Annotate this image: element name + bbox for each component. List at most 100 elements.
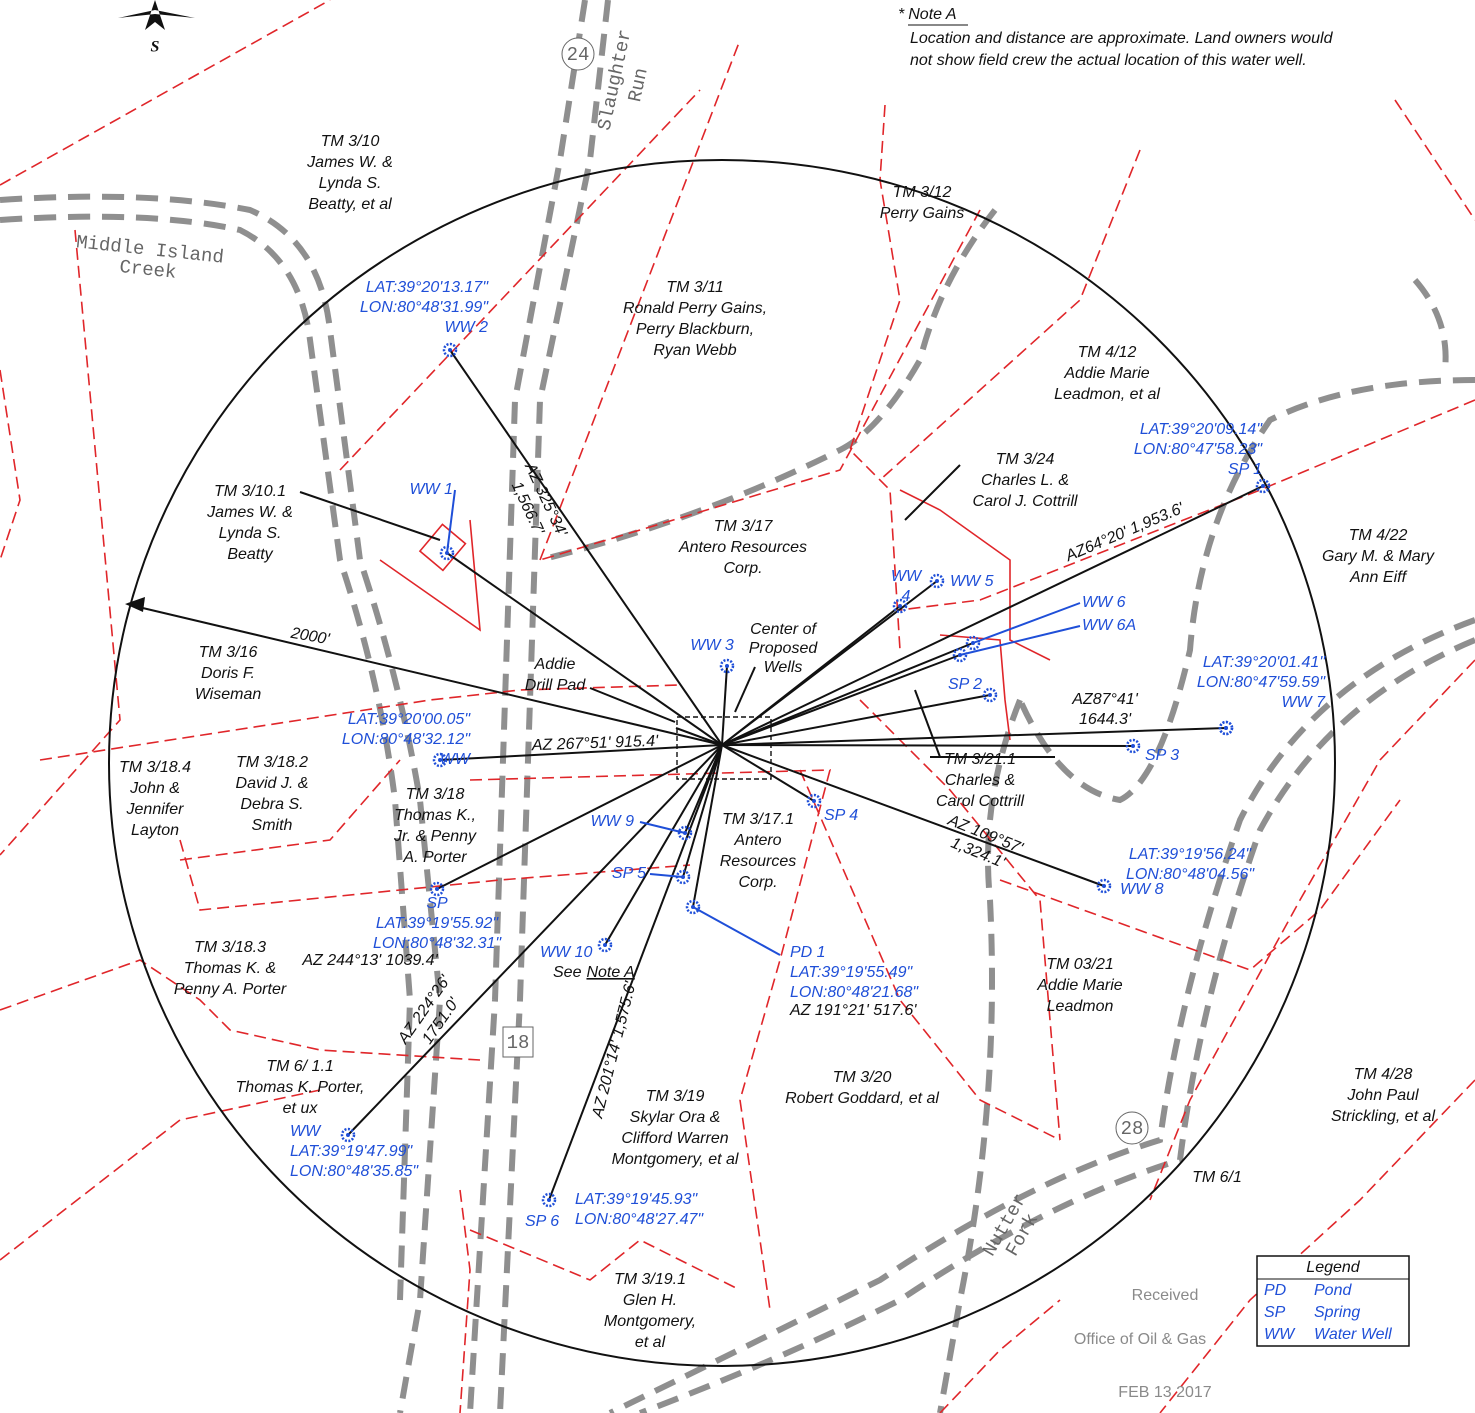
label: TM 3/17.1AnteroResourcesCorp. — [720, 811, 796, 891]
label-line: TM 3/16 — [199, 644, 258, 661]
label-line: Lynda S. — [219, 525, 282, 542]
label-line: Glen H. — [623, 1292, 677, 1309]
leader — [447, 490, 455, 553]
north-label: S — [151, 39, 160, 56]
label-line: SP 1 — [1228, 461, 1262, 478]
well-dot — [603, 943, 607, 947]
label-line: AZ87°41' — [1071, 691, 1138, 708]
label: AZ 201°14' 1,575.6' — [589, 979, 640, 1121]
note-ref-title: Note A — [586, 964, 634, 981]
label-line: Thomas K. & — [184, 960, 276, 977]
leader — [973, 603, 1080, 643]
label-line: Carol Cottrill — [936, 793, 1024, 810]
well-dot — [435, 887, 439, 891]
radial-line — [722, 745, 1133, 746]
well-dot — [691, 905, 695, 909]
label-line: Resources — [720, 853, 796, 870]
label: TM 3/10James W. &Lynda S.Beatty, et al — [306, 133, 393, 213]
label-line: Ann Eiff — [1349, 569, 1408, 586]
well-dot — [725, 664, 729, 668]
well-dot — [448, 348, 452, 352]
label: LAT:39°20'01.41"LON:80°47'59.59"WW 7 — [1197, 654, 1326, 711]
label-line: David J. & — [236, 775, 309, 792]
label: TM 3/18.2David J. &Debra S.Smith — [236, 754, 309, 834]
label-line: Antero Resources — [678, 539, 807, 556]
label: WWLAT:39°19'47.99"LON:80°48'35.85" — [290, 1123, 419, 1180]
label-line: Addie Marie — [1036, 977, 1122, 994]
label-line: TM 3/10.1 — [214, 483, 286, 500]
label-line: Wiseman — [195, 686, 262, 703]
label-line: LON:80°48'31.99" — [360, 299, 489, 316]
label-line: SP 4 — [824, 807, 858, 824]
label-line: Corp. — [723, 560, 762, 577]
north-arrow — [118, 0, 195, 30]
label-line: Beatty, et al — [308, 196, 392, 213]
label: TM 4/12Addie MarieLeadmon, et al — [1054, 344, 1160, 403]
well-symbol — [599, 939, 611, 951]
label-line: Perry Gains — [880, 205, 964, 222]
label-line: Wells — [764, 659, 803, 676]
label-line: A. Porter — [402, 849, 467, 866]
label-line: TM 4/22 — [1349, 527, 1408, 544]
well-dot — [935, 579, 939, 583]
label-line: TM 3/24 — [996, 451, 1055, 468]
label-line: Location and distance are approximate. L… — [910, 30, 1334, 47]
label: LAT:39°19'56.24"LON:80°48'04.56" — [1126, 846, 1255, 883]
label-line: WW 6A — [1082, 617, 1136, 634]
label-line: AZ 191°21' 517.6' — [789, 1002, 917, 1019]
label: LAT:39°20'09.14" LON:80°47'58.23" SP 1 — [1134, 421, 1263, 478]
label: TM 3/11Ronald Perry Gains,Perry Blackbur… — [623, 279, 767, 359]
well-dot — [958, 653, 962, 657]
legend-title: Legend — [1306, 1259, 1360, 1276]
label: TM 3/18.3Thomas K. &Penny A. Porter — [174, 939, 287, 998]
well-dot — [1131, 744, 1135, 748]
label-line: LAT:39°19'56.24" — [1129, 846, 1253, 863]
label-line: Strickling, et al — [1331, 1108, 1435, 1125]
legend-code: WW — [1264, 1326, 1296, 1343]
well-dot — [683, 831, 687, 835]
label-line: LON:80°48'27.47" — [575, 1211, 704, 1228]
label-line: LON:80°47'58.23" — [1134, 441, 1263, 458]
label: SP 3 — [1145, 747, 1179, 764]
label-line: Ryan Webb — [653, 342, 736, 359]
label-line: LON:80°47'59.59" — [1197, 674, 1326, 691]
label: WW 10 — [540, 944, 593, 961]
radial-line — [447, 553, 722, 745]
label-line: Addie — [534, 656, 576, 673]
well-dot — [988, 693, 992, 697]
note-name: Note A — [908, 6, 956, 23]
label-line: Robert Goddard, et al — [785, 1090, 939, 1107]
label-line: LAT:39°19'45.93" — [575, 1191, 699, 1208]
label: AZ 267°51' 915.4' — [531, 733, 660, 754]
label-line: TM 3/10 — [321, 133, 380, 150]
well-symbol — [808, 795, 820, 807]
label-line: LON:80°48'35.85" — [290, 1163, 419, 1180]
well-symbol — [967, 637, 979, 649]
leader — [915, 690, 940, 757]
label-line: Doris F. — [201, 665, 255, 682]
well-symbol — [1098, 880, 1110, 892]
label: AddieDrill Pad — [525, 656, 587, 694]
label-line: LON:80°48'21.68" — [790, 984, 919, 1001]
label: TM 3/16 Doris F. Wiseman — [195, 644, 262, 703]
label-line: LAT:39°20'09.14" — [1140, 421, 1264, 438]
label: WW 5 — [950, 573, 994, 590]
label-line: AZ64°20' 1,953.6' — [1062, 500, 1187, 566]
label-line: WW 2 — [444, 319, 488, 336]
label-line: LAT:39°19'55.49" — [790, 964, 914, 981]
well-symbol — [431, 883, 443, 895]
leader — [693, 907, 780, 955]
well-dot — [1261, 484, 1265, 488]
label-line: et ux — [283, 1100, 319, 1117]
label-line: WW 8 — [1120, 881, 1164, 898]
well-dot — [1224, 726, 1228, 730]
label-line: Antero — [733, 832, 781, 849]
label: LAT:39°20'13.17"LON:80°48'31.99"WW 2 — [360, 279, 489, 336]
label-line: Beatty — [227, 546, 273, 563]
label: WW 9 — [590, 813, 634, 830]
label-line: TM 3/18 — [406, 786, 465, 803]
